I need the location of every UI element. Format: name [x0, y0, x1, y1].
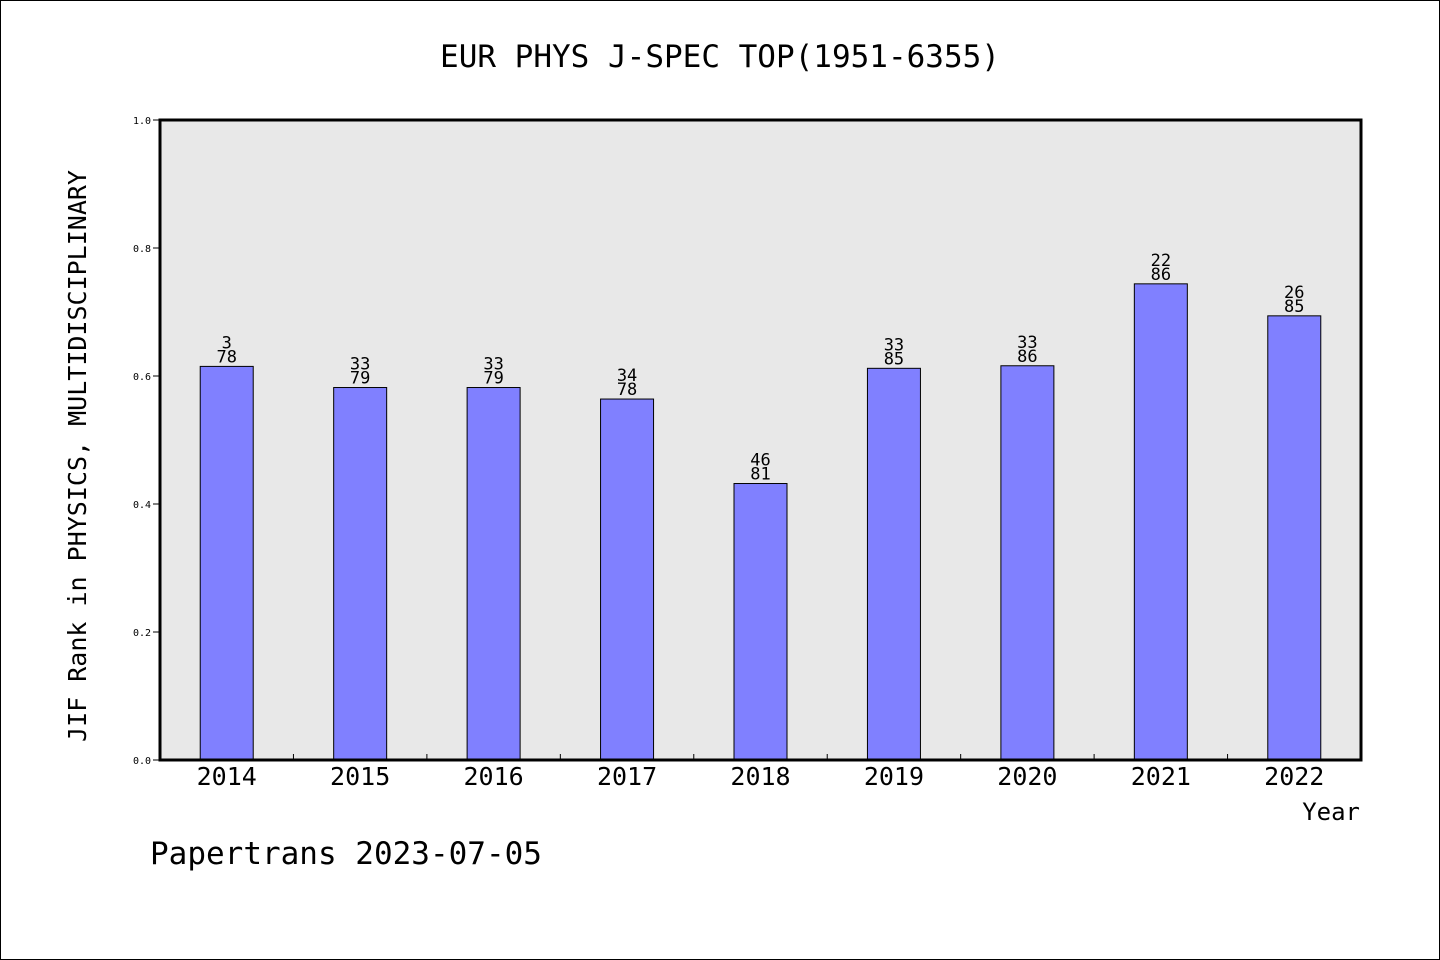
bar-2017	[600, 398, 655, 761]
y-tick-label: 0.2	[133, 628, 151, 639]
bar-label-total: 85	[1284, 297, 1304, 317]
bar-label-total: 86	[1017, 347, 1037, 367]
bar-label-rank: 33	[1017, 333, 1037, 353]
bar-label-total: 79	[350, 369, 370, 389]
bar-label-rank: 46	[750, 451, 770, 471]
bar-label-rank: 33	[884, 335, 904, 355]
x-tick-label: 2020	[997, 762, 1057, 791]
x-axis-label: Year	[1302, 798, 1360, 826]
bar-label-rank: 26	[1284, 283, 1304, 303]
footer-text: Papertrans 2023-07-05	[150, 836, 542, 872]
x-tick-label: 2015	[330, 762, 390, 791]
x-tick-label: 2016	[464, 762, 524, 791]
y-tick-label: 1.0	[133, 116, 151, 127]
x-tick-labels: 2014 2015 2016 2017 2018 2019 2020 2021 2022	[197, 762, 1325, 791]
bar-label-total: 81	[750, 465, 770, 485]
bar-label-total: 85	[884, 349, 904, 369]
plot-border	[158, 118, 1363, 762]
x-tick-label: 2022	[1264, 762, 1324, 791]
chart-title: EUR PHYS J-SPEC TOP(1951-6355)	[440, 39, 1000, 75]
bar-label-total: 78	[216, 347, 236, 367]
bar-label-rank: 33	[483, 355, 503, 375]
y-tick-labels: 0.0 0.2 0.4 0.6 0.8 1.0	[133, 116, 151, 767]
y-axis-label: JIF Rank in PHYSICS, MULTIDISCIPLINARY	[63, 170, 92, 742]
x-tick-label: 2014	[197, 762, 257, 791]
bar-2022	[1267, 315, 1322, 761]
bar-label-rank: 34	[617, 366, 637, 386]
y-tick-label: 0.6	[133, 372, 151, 383]
bar-label-rank: 22	[1151, 251, 1171, 271]
bar-2021	[1133, 283, 1188, 761]
bar-2016	[466, 387, 521, 761]
bar-label-total: 79	[483, 369, 503, 389]
bars	[199, 283, 1322, 761]
y-tick-label: 0.0	[133, 756, 151, 767]
bar-2020	[1000, 365, 1055, 761]
x-tick-label: 2019	[864, 762, 924, 791]
bar-2019	[866, 367, 921, 761]
bar-2014	[199, 365, 254, 761]
bar-label-total: 86	[1151, 265, 1171, 285]
x-tick-label: 2021	[1131, 762, 1191, 791]
y-tick-label: 0.8	[133, 244, 151, 255]
y-tick-label: 0.4	[133, 500, 151, 511]
bar-2018	[733, 483, 788, 761]
bar-label-rank: 33	[350, 355, 370, 375]
x-tick-label: 2018	[730, 762, 790, 791]
x-tick-label: 2017	[597, 762, 657, 791]
bar-label-total: 78	[617, 380, 637, 400]
bar-label-rank: 3	[222, 333, 232, 353]
bar-2015	[333, 387, 388, 761]
